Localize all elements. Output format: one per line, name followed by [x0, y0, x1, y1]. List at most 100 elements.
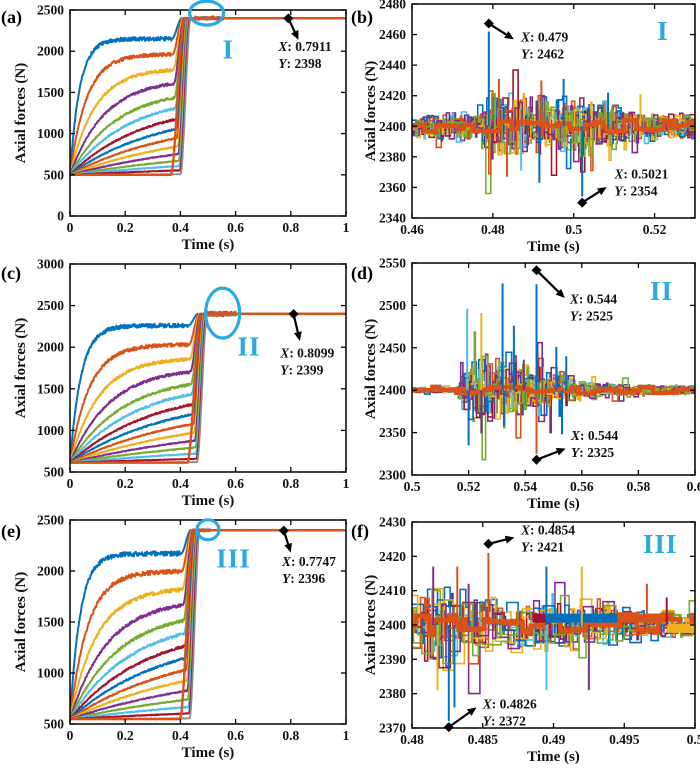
datatip-arrowhead [596, 186, 607, 196]
x-tick-label: 0 [67, 220, 74, 235]
x-tick-label: 0.52 [643, 222, 667, 237]
y-tick-label: 2390 [379, 652, 406, 667]
x-axis-label: Time (s) [182, 745, 235, 761]
chart-canvas-f: 0.48 0.485 0.49 0.495 0.5 2370 2380 2390 2400 241… [363, 515, 700, 766]
x-tick-label: 0.6 [227, 220, 244, 235]
datatip-x-text: X: 0.4854 [520, 522, 575, 537]
x-tick-label: 0.2 [117, 476, 134, 491]
center-band [412, 612, 695, 637]
datatip-arrowhead [293, 331, 302, 341]
x-tick-label: 1 [343, 220, 350, 235]
panel-label-d: (d) [351, 263, 373, 283]
y-tick-label: 3000 [37, 257, 64, 272]
chart-canvas-c: 0 0.2 0.4 0.6 0.8 150010001500200025003000Tim… [13, 257, 350, 510]
y-tick-label: 2000 [37, 564, 64, 579]
datatip-arrow [448, 711, 470, 729]
zoom-ellipse [188, 0, 226, 27]
y-tick-label: 2400 [379, 383, 406, 398]
y-axis-label: Axial forces (N) [363, 575, 379, 676]
x-tick-label: 0.58 [627, 479, 651, 494]
x-axis-label: Time (s) [182, 237, 235, 253]
x-tick-label: 0.2 [117, 220, 134, 235]
x-tick-label: 1 [343, 728, 350, 743]
x-tick-label: 0.5 [687, 732, 700, 747]
datatip-diamond [483, 18, 494, 29]
x-tick-label: 0.6 [227, 728, 244, 743]
subplot-d: 0.5 0.52 0.54 0.56 0.58 0.6 2300 2350 2400 2450 25… [350, 250, 700, 513]
region-roman-label: I [223, 34, 235, 64]
y-tick-label: 500 [44, 717, 65, 732]
x-tick-label: 0 [67, 476, 74, 491]
region-roman-label: II [650, 276, 673, 306]
datatip-y-text: Y: 2372 [483, 713, 526, 728]
y-tick-label: 500 [44, 465, 65, 480]
command-curve [70, 16, 346, 177]
chart-canvas-b: 0.46 0.48 0.5 0.52 2340 2360 2380 2400 2420 2440 2… [363, 0, 696, 255]
y-tick-label: 1000 [37, 666, 64, 681]
center-band [412, 117, 695, 134]
y-tick-label: 2480 [379, 0, 406, 12]
y-axis-label: Axial forces (N) [363, 61, 379, 162]
x-tick-label: 0.52 [457, 479, 481, 494]
datatip-diamond [577, 197, 588, 208]
x-tick-label: 0.495 [609, 732, 640, 747]
datatip-diamond [278, 525, 289, 536]
x-tick-label: 0.4 [172, 728, 189, 743]
x-tick-label: 0.5 [404, 479, 421, 494]
datatip-y-text: Y: 2325 [571, 445, 614, 460]
y-tick-label: 2420 [379, 88, 406, 103]
x-tick-label: 0.8 [282, 728, 299, 743]
y-axis-label: Axial forces (N) [13, 318, 29, 419]
region-roman-label: I [657, 16, 669, 46]
x-tick-label: 1 [343, 476, 350, 491]
plot-frame [69, 519, 347, 725]
y-tick-label: 2370 [379, 721, 406, 736]
datatip-x-text: X: 0.7747 [281, 554, 336, 569]
subplot-a: 0 0.2 0.4 0.6 0.8 1 0 500 1000 1500 2000 2500 Time (… [0, 0, 350, 253]
datatip-arrowhead [504, 31, 514, 40]
command-curve [70, 311, 346, 464]
chart-canvas-d: 0.5 0.52 0.54 0.56 0.58 0.6 2300 2350 2400 2450 25… [363, 256, 700, 513]
region-roman-label: III [216, 543, 251, 573]
panel-label-f: (f) [351, 521, 369, 541]
panel-label-c: (c) [1, 263, 21, 283]
y-tick-label: 2500 [37, 298, 64, 313]
x-tick-label: 0.485 [468, 732, 499, 747]
datatip-arrowhead [466, 707, 477, 716]
y-tick-label: 2380 [379, 149, 406, 164]
command-curve [70, 528, 346, 721]
x-tick-label: 0.6 [687, 479, 700, 494]
x-tick-label: 0.46 [400, 222, 424, 237]
datatip-x-text: X: 0.4826 [482, 696, 537, 711]
y-tick-label: 2000 [37, 44, 64, 59]
y-axis-label: Axial forces (N) [13, 63, 29, 164]
y-tick-label: 1500 [37, 381, 64, 396]
datatip-diamond [443, 722, 454, 733]
datatip-arrowhead [555, 288, 565, 298]
datatip-arrowhead [284, 542, 292, 553]
plot-frame [411, 262, 696, 476]
y-tick-label: 2360 [379, 180, 406, 195]
y-tick-label: 1000 [37, 423, 64, 438]
series-lines [70, 528, 346, 721]
x-tick-label: 0.4 [172, 220, 189, 235]
chart-canvas-a: 0 0.2 0.4 0.6 0.8 1 0 500 1000 1500 2000 2500 Time (… [13, 0, 350, 253]
region-roman-label: III [643, 529, 678, 559]
y-tick-label: 2350 [379, 425, 406, 440]
datatip-y-text: Y: 2399 [280, 363, 323, 378]
plot-frame [411, 3, 696, 219]
y-tick-label: 2500 [379, 298, 406, 313]
x-axis-label: Time (s) [527, 239, 580, 255]
y-tick-label: 2460 [379, 27, 406, 42]
x-axis-label: Time (s) [182, 493, 235, 509]
y-tick-label: 2500 [37, 513, 64, 528]
y-tick-label: 2300 [379, 468, 406, 483]
x-axis-label: Time (s) [527, 749, 580, 765]
x-tick-label: 0.48 [400, 732, 424, 747]
series-lines [412, 552, 695, 722]
datatip-y-text: Y: 2354 [614, 183, 657, 198]
datatip-arrow [535, 269, 560, 293]
zoom-ellipse [204, 286, 242, 340]
subplot-c: 0 0.2 0.4 0.6 0.8 1 500 1000 1500 2000 2500 3000 Tim… [0, 250, 350, 510]
subplot-b: 0.46 0.48 0.5 0.52 2340 2360 2380 2400 2420 2440 2… [350, 0, 700, 255]
